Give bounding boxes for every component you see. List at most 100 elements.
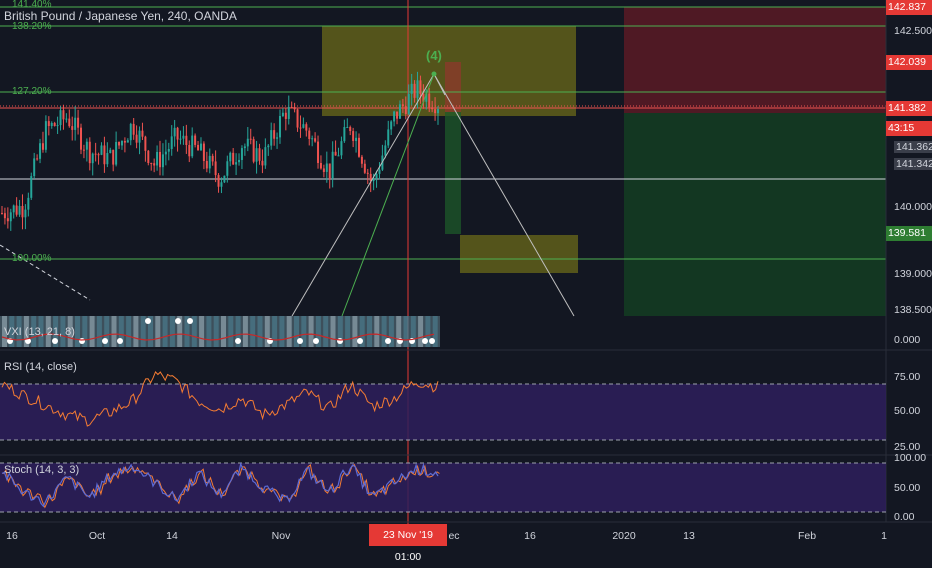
risk-box[interactable] (445, 62, 461, 112)
projection-line-3[interactable] (433, 73, 575, 317)
candle-body (281, 112, 284, 117)
time-axis-label: 16 (524, 530, 536, 542)
candle-body (27, 197, 30, 210)
candle-body (299, 127, 302, 129)
candle-body (393, 111, 396, 122)
candle-body (39, 143, 42, 159)
vxi-bar (264, 316, 270, 347)
rsi-band (0, 384, 886, 440)
wave-label[interactable]: (4) (426, 48, 442, 63)
candle-body (9, 212, 12, 222)
candle-body (88, 141, 91, 164)
candles[interactable] (1, 71, 439, 231)
price-axis-label: 141.362 (894, 141, 932, 153)
candle-body (317, 141, 320, 164)
candle-body (431, 107, 434, 110)
candle-body (302, 124, 305, 128)
candle-body (235, 162, 238, 165)
vxi-bar (257, 316, 263, 347)
candle-body (419, 80, 422, 95)
time-axis-label: Feb (797, 530, 817, 542)
candle-body (74, 117, 77, 130)
vxi-dot (52, 338, 58, 344)
vxi-band[interactable] (0, 316, 440, 347)
vxi-bar (126, 316, 132, 347)
price-tag-current: 141.382 (886, 101, 932, 116)
projection-line-1[interactable] (291, 73, 435, 317)
loss-zone[interactable] (624, 7, 886, 113)
vxi-dot (145, 318, 151, 324)
candle-body (164, 151, 167, 155)
candle-body (357, 137, 360, 157)
reward-box[interactable] (445, 112, 461, 234)
vxi-dot (385, 338, 391, 344)
symbol-title[interactable]: British Pound / Japanese Yen, 240, OANDA (4, 9, 237, 23)
candle-body (68, 118, 71, 127)
projection-line-4[interactable] (433, 73, 446, 96)
candle-body (322, 168, 325, 172)
vxi-bar (89, 316, 95, 347)
stoch-k-line[interactable] (1, 462, 439, 508)
price-axis-label: 140.000 (894, 201, 932, 213)
candle-body (401, 104, 404, 107)
candle-body (375, 173, 378, 179)
vxi-bar (228, 316, 234, 347)
pattern-box-lower[interactable] (460, 235, 578, 273)
candle-body (161, 154, 164, 168)
candle-body (314, 138, 317, 142)
vxi-bar (308, 316, 314, 347)
candle-body (144, 136, 147, 151)
candle-body (240, 148, 243, 160)
vxi-bar (418, 316, 424, 347)
candle-body (396, 111, 399, 119)
candle-body (176, 127, 179, 140)
vxi-bar (367, 316, 372, 347)
countdown-tag: 43:15 (886, 121, 932, 136)
vxi-dot (187, 318, 193, 324)
price-tag-target: 142.039 (886, 55, 932, 70)
vxi-bar (425, 316, 431, 347)
candle-body (85, 141, 88, 150)
candle-body (246, 138, 249, 147)
profit-zone[interactable] (624, 113, 886, 316)
projection-line-2[interactable] (341, 73, 435, 317)
vxi-bar (301, 316, 307, 347)
candle-body (252, 139, 255, 162)
fib-label-100: 100.00% (12, 253, 52, 264)
candle-body (308, 130, 311, 139)
vxi-bar (75, 316, 80, 347)
vxi-bar (9, 316, 15, 347)
vxi-bar (45, 316, 51, 347)
vxi-bar (111, 316, 117, 347)
candle-body (264, 147, 267, 166)
vxi-bar (191, 316, 197, 347)
candle-body (378, 169, 381, 174)
candle-body (293, 107, 296, 110)
stoch-label[interactable]: Stoch (14, 3, 3) (4, 464, 80, 476)
candle-body (191, 135, 194, 157)
price-axis-label: 138.500 (894, 304, 932, 316)
candle-body (214, 161, 217, 176)
stoch-axis-label: 50.00 (894, 482, 921, 494)
vxi-dot (313, 338, 319, 344)
candle-body (387, 129, 390, 146)
candle-body (30, 176, 33, 198)
time-axis-label: 16 (6, 530, 18, 542)
vxi-bars (2, 316, 438, 347)
candle-body (205, 160, 208, 169)
rsi-line[interactable] (1, 370, 439, 427)
vxi-bar (272, 316, 278, 347)
trend-line-dashed[interactable] (0, 244, 91, 301)
candle-body (390, 121, 393, 130)
rsi-label[interactable]: RSI (14, close) (4, 361, 77, 373)
price-axis-label: 139.000 (894, 268, 932, 280)
vxi-bar (155, 316, 161, 347)
wave-pivot[interactable] (431, 71, 437, 77)
candle-body (284, 112, 287, 119)
time-axis-label: 14 (166, 530, 178, 542)
candle-body (182, 135, 185, 139)
vxi-bar (213, 316, 219, 347)
price-axis-label: 141.342 (894, 158, 932, 170)
chart-canvas[interactable] (0, 0, 932, 550)
vxi-label[interactable]: VXI (13, 21, 8) (4, 326, 75, 338)
